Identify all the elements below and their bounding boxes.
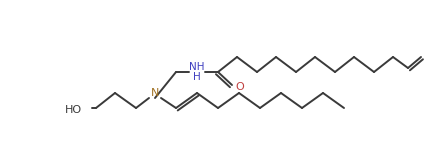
Text: HO: HO (65, 105, 82, 115)
Text: NH
H: NH H (189, 62, 204, 82)
Text: O: O (235, 82, 244, 92)
Text: N: N (151, 88, 159, 98)
